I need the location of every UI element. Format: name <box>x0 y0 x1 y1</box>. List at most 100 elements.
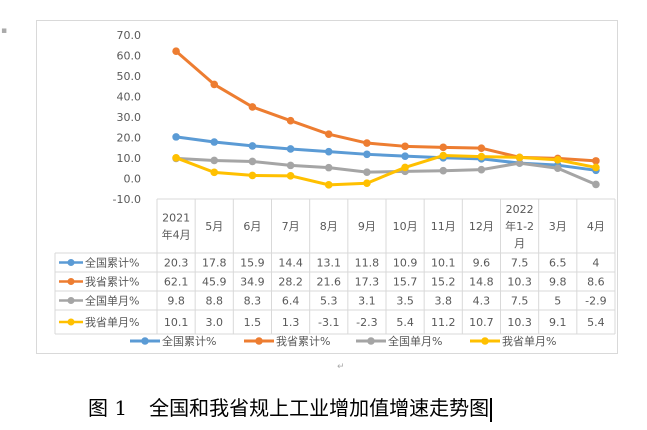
table-cell: 5.4 <box>587 316 605 329</box>
data-point <box>515 153 524 162</box>
table-cell: 34.9 <box>240 276 265 289</box>
data-point <box>553 164 562 173</box>
table-cell: 45.9 <box>202 276 227 289</box>
data-point <box>286 116 295 125</box>
data-point <box>592 157 600 165</box>
table-cell: 3.0 <box>206 316 224 329</box>
table-cell: 15.2 <box>431 276 456 289</box>
y-tick-label: 10.0 <box>117 152 142 165</box>
table-cell: 8.3 <box>244 295 262 308</box>
table-cell: 7.5 <box>511 257 529 270</box>
data-point <box>324 181 333 189</box>
line-chart: 70.0 60.0 50.0 40.0 30.0 20.0 10.0 0.0 -10.0 2021… <box>36 20 618 354</box>
table-cell: 8.8 <box>206 295 224 308</box>
table-cell: 10.3 <box>507 276 532 289</box>
data-point <box>439 151 448 160</box>
legend-marker <box>141 337 149 345</box>
table-row-label: 我省单月% <box>85 316 139 329</box>
data-point <box>592 163 600 172</box>
x-category-label: 年1-2 <box>505 219 534 233</box>
y-tick-label: -10.0 <box>113 193 141 206</box>
table-row-label: 全国单月% <box>85 294 139 308</box>
data-point <box>439 143 448 152</box>
text-cursor <box>490 397 493 422</box>
data-point <box>401 142 409 151</box>
table-cell: 17.3 <box>355 276 380 289</box>
table-row-label: 全国累计% <box>85 256 139 270</box>
legend-marker <box>481 337 489 345</box>
y-tick-label: 40.0 <box>117 91 142 104</box>
table-cell: 7.5 <box>511 295 529 308</box>
x-category-label: 月 <box>514 237 525 250</box>
table-cell: 20.3 <box>164 257 189 270</box>
x-category-label: 年4月 <box>162 228 191 242</box>
table-cell: 15.9 <box>240 257 265 270</box>
table-cell: 14.8 <box>469 276 494 289</box>
data-point <box>248 103 257 111</box>
data-point <box>363 168 371 176</box>
data-point <box>210 138 219 146</box>
y-tick-label: 0.0 <box>124 173 142 186</box>
data-point <box>172 153 180 162</box>
table-cell: 9.6 <box>473 257 491 270</box>
x-category-label: 3月 <box>549 220 567 233</box>
table-cell: 9.8 <box>167 295 185 308</box>
data-point <box>439 166 448 175</box>
x-category-label: 2021 <box>162 212 190 225</box>
table-cell: -3.1 <box>318 316 339 329</box>
data-point <box>477 152 486 161</box>
data-point <box>592 180 600 189</box>
y-tick-label: 50.0 <box>117 70 142 83</box>
table-cell: 5.4 <box>396 316 414 329</box>
data-point <box>477 165 486 174</box>
table-legend-marker <box>67 318 75 326</box>
data-point <box>515 159 524 167</box>
series-line-4 <box>175 154 597 187</box>
data-point <box>248 142 257 150</box>
data-point <box>363 179 371 188</box>
caption-text: 全国和我省规上工业增加值增速走势图 <box>149 396 490 420</box>
x-category-label: 12月 <box>469 220 494 233</box>
table-cell: 6.5 <box>549 257 567 270</box>
table-cell: 9.1 <box>549 316 567 329</box>
data-point <box>172 47 180 55</box>
y-tick-label: 20.0 <box>117 132 142 145</box>
table-cell: 3.1 <box>358 295 376 308</box>
table-cell: 4.3 <box>473 295 491 308</box>
table-cell: 10.9 <box>393 257 418 270</box>
table-cell: 11.2 <box>431 316 456 329</box>
table-cell: 11.8 <box>355 257 380 270</box>
table-cell: 1.3 <box>282 316 300 329</box>
legend-label: 全国累计% <box>162 334 216 348</box>
x-category-label: 7月 <box>282 220 300 233</box>
data-point <box>324 163 333 172</box>
table-cell: -2.9 <box>585 295 606 308</box>
legend-label: 全国单月% <box>388 334 442 348</box>
data-point <box>401 163 409 172</box>
y-tick-label: 30.0 <box>117 111 142 124</box>
table-cell: 3.5 <box>396 295 414 308</box>
data-point <box>553 156 562 164</box>
table-cell: 10.3 <box>507 316 532 329</box>
y-tick-label: 70.0 <box>117 29 142 42</box>
x-category-label: 9月 <box>358 220 376 233</box>
anchor-mark: ▪ <box>1 26 8 36</box>
data-point <box>363 150 371 159</box>
table-cell: 5 <box>554 295 561 308</box>
figure-caption: 图 1 全国和我省规上工业增加值增速走势图 <box>88 392 493 422</box>
table-cell: 62.1 <box>164 276 189 289</box>
series-line-3 <box>176 156 597 186</box>
table-cell: 17.8 <box>202 257 227 270</box>
x-category-label: 10月 <box>393 220 418 233</box>
x-category-label: 5月 <box>205 220 223 233</box>
data-point <box>401 152 409 160</box>
table-cell: 15.7 <box>393 276 418 289</box>
data-point <box>248 157 257 166</box>
table-cell: 1.5 <box>244 316 262 329</box>
data-point <box>363 139 371 147</box>
data-point <box>210 156 219 165</box>
table-cell: -2.3 <box>356 316 377 329</box>
data-point <box>172 133 180 141</box>
table-cell: 6.4 <box>282 295 300 308</box>
table-cell: 13.1 <box>317 257 342 270</box>
